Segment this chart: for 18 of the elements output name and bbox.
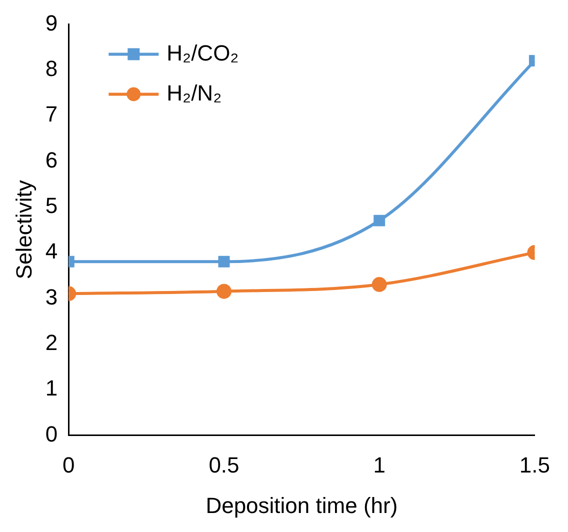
y-tick-label: 8 <box>45 56 58 81</box>
x-axis-title: Deposition time (hr) <box>206 492 398 518</box>
y-tick-label: 6 <box>45 147 58 172</box>
y-tick-label: 9 <box>45 10 58 36</box>
y-tick-label: 1 <box>45 376 58 401</box>
x-tick-label: 0 <box>62 452 75 478</box>
y-tick-label: 2 <box>45 330 58 355</box>
x-tick-label: 0.5 <box>208 452 240 478</box>
y-tick-label: 4 <box>45 238 58 264</box>
y-tick-label: 3 <box>45 284 58 310</box>
legend-label: H₂/N₂ <box>166 80 222 106</box>
y-tick-label: 7 <box>45 102 58 127</box>
y-tick-label: 5 <box>45 192 58 218</box>
x-tick-label: 1 <box>373 452 386 478</box>
x-tick-label: 1.5 <box>519 452 550 478</box>
y-axis-title: Selectivity <box>11 180 36 280</box>
y-tick-label: 0 <box>45 421 58 446</box>
legend-label: H₂/CO₂ <box>166 40 239 66</box>
